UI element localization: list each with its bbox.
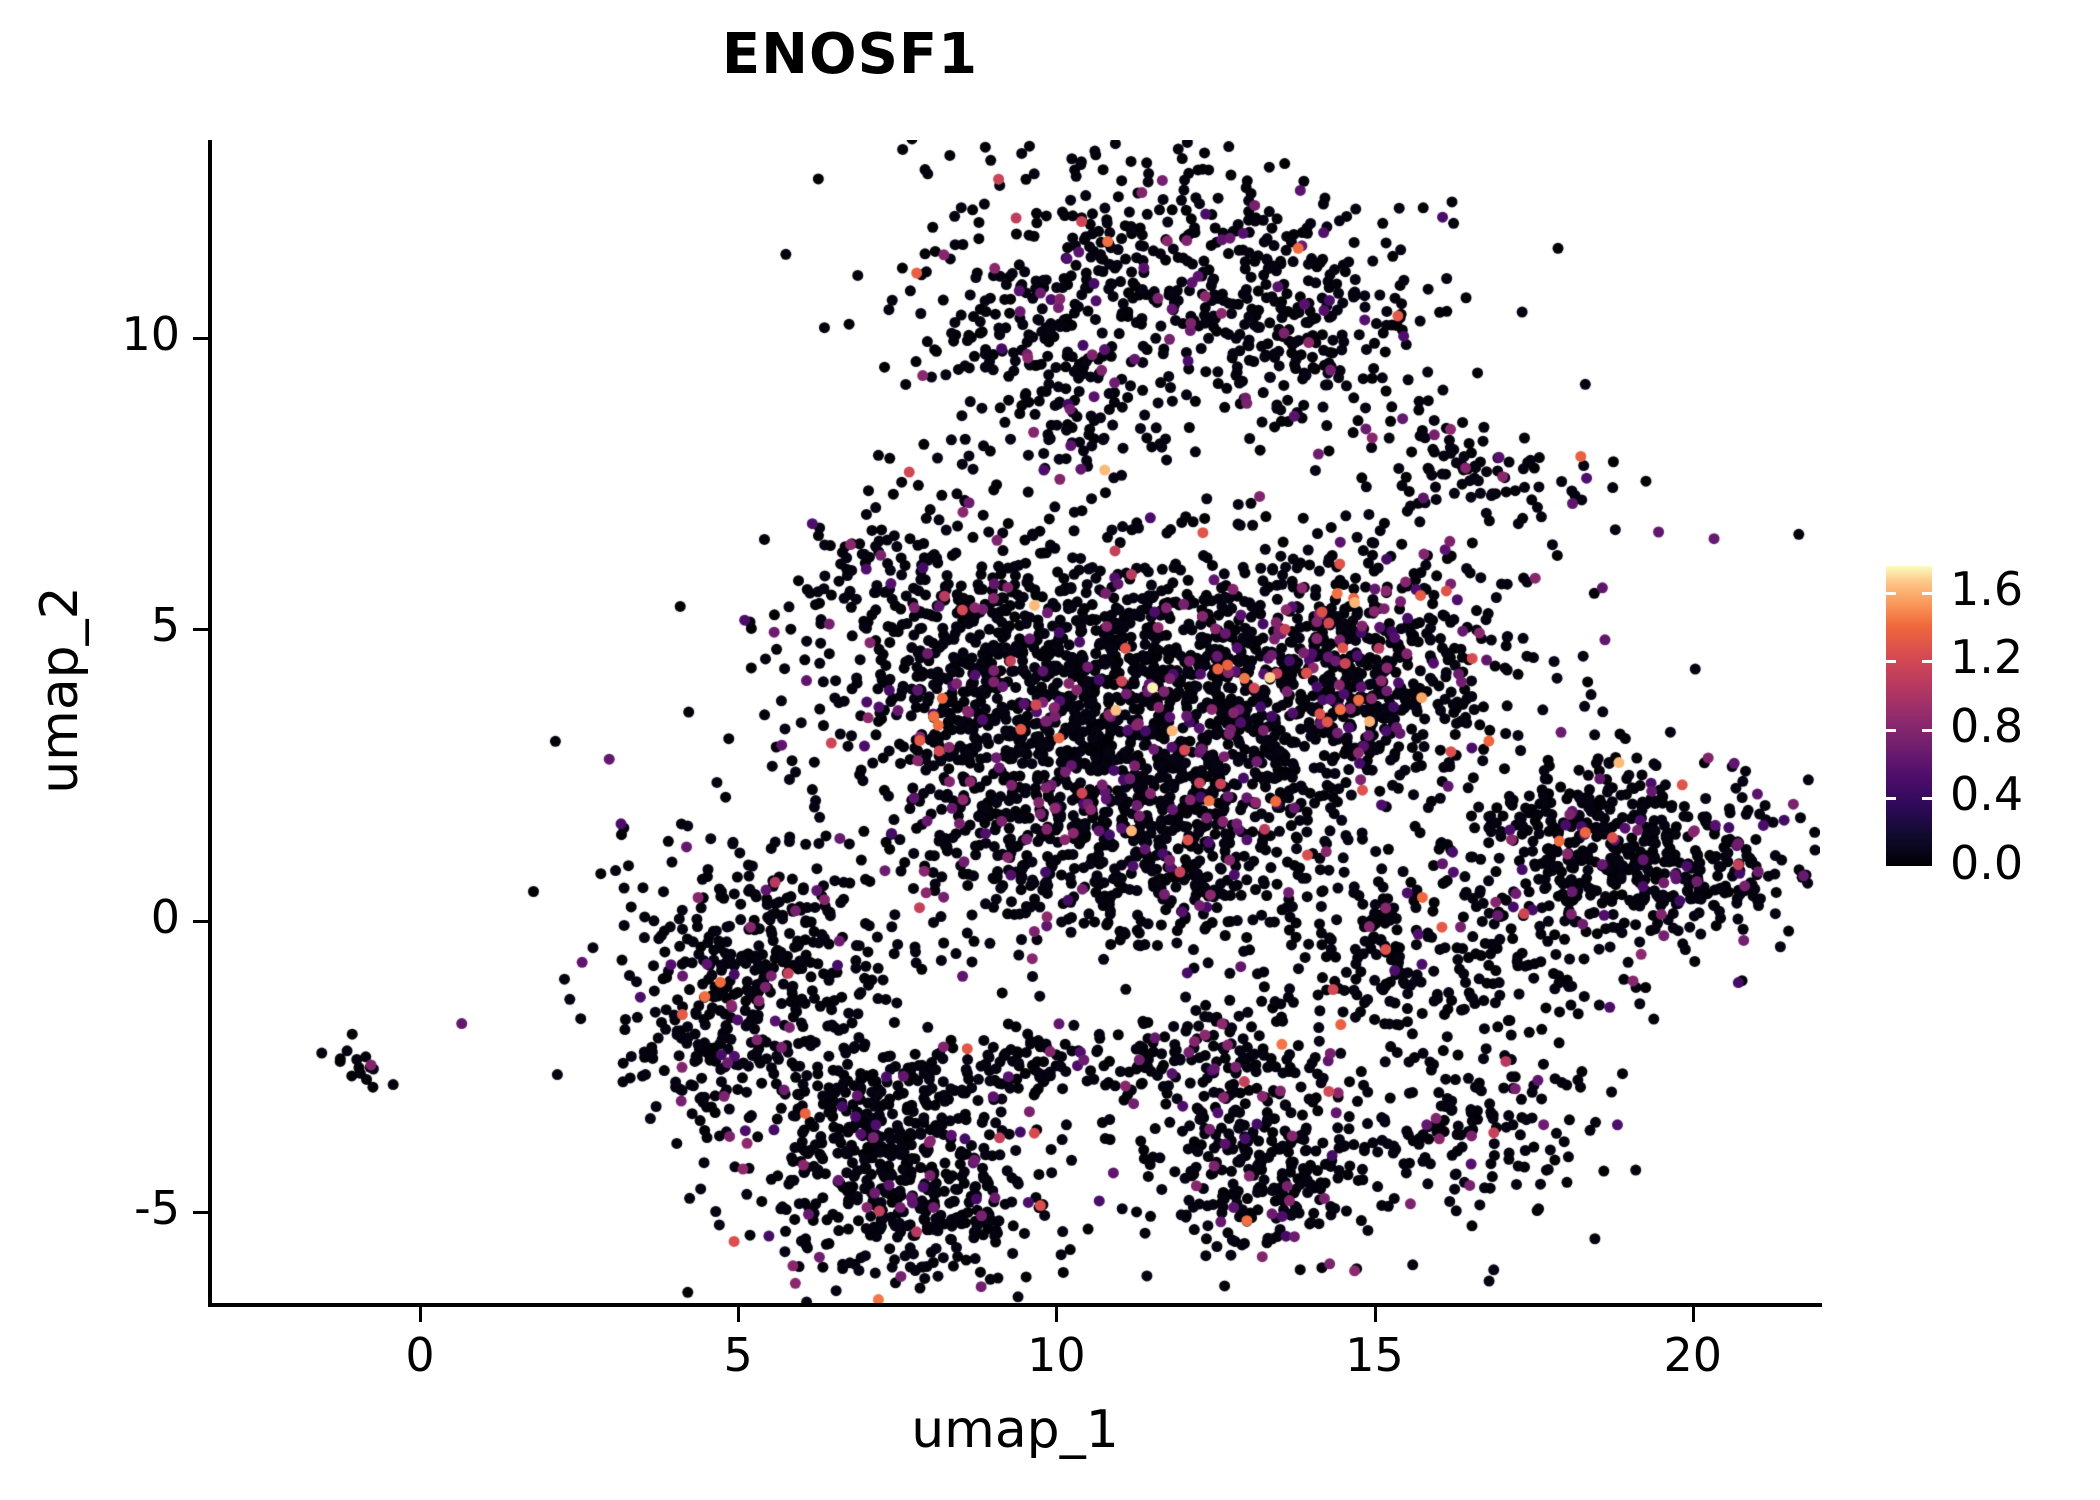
x-axis-spine [208, 1303, 1822, 1307]
scatter-points-layer [210, 140, 1820, 1305]
x-tick-label: 15 [1345, 1328, 1404, 1382]
x-tick-mark [1373, 1307, 1377, 1322]
y-tick-label: 5 [150, 598, 180, 653]
x-axis-label: umap_1 [911, 1400, 1119, 1460]
page-title: ENOSF1 [721, 22, 979, 87]
colorbar-tick-mark [1922, 728, 1932, 732]
colorbar-tick-label: 1.2 [1950, 630, 2024, 685]
x-tick-mark [1055, 1307, 1059, 1322]
colorbar-tick-label: 0.8 [1950, 698, 2024, 753]
x-tick-label: 10 [1027, 1328, 1086, 1382]
y-tick-mark [193, 919, 208, 923]
colorbar-tick-mark [1922, 797, 1932, 801]
y-tick-label: -5 [134, 1180, 180, 1235]
y-tick-label: 0 [150, 889, 180, 944]
colorbar-tick-label: 0.4 [1950, 767, 2024, 822]
x-tick-label: 5 [723, 1328, 753, 1382]
colorbar-tick-label: 0.0 [1950, 836, 2024, 890]
colorbar-tick-label: 1.6 [1950, 561, 2024, 616]
y-tick-mark [193, 337, 208, 341]
colorbar-tick-mark [1886, 660, 1896, 664]
colorbar-tick-mark [1922, 591, 1932, 595]
y-tick-label: 10 [121, 307, 180, 362]
scatter-plot-axes [210, 140, 1820, 1305]
y-axis-spine [208, 140, 212, 1307]
y-axis-label: umap_2 [30, 586, 90, 794]
x-tick-label: 20 [1663, 1328, 1722, 1382]
colorbar-tick-mark [1922, 660, 1932, 664]
x-tick-mark [737, 1307, 741, 1322]
x-tick-mark [419, 1307, 422, 1322]
colorbar-gradient [1886, 566, 1932, 866]
y-tick-mark [193, 628, 208, 632]
colorbar-tick-mark [1886, 591, 1896, 595]
colorbar-tick-mark [1886, 728, 1896, 732]
x-tick-mark [1691, 1307, 1695, 1322]
colorbar [1886, 566, 1932, 866]
x-tick-label: 0 [405, 1328, 435, 1382]
y-tick-mark [193, 1210, 208, 1214]
colorbar-tick-mark [1886, 797, 1896, 801]
